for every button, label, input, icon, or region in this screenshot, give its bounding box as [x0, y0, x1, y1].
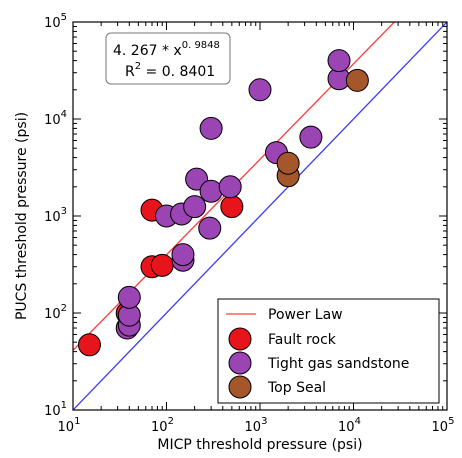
- equation-box: [105, 32, 231, 85]
- equation-text: 4. 267 * x0. 9848: [113, 40, 220, 59]
- x-tick-label-3: 104: [338, 416, 361, 435]
- tight-gas-sandstone-point-18: [327, 49, 351, 73]
- fault-rock-point-5: [220, 195, 244, 219]
- legend-fault-rock-label: Fault rock: [268, 332, 337, 348]
- y-tick-label-4: 105: [44, 12, 67, 31]
- y-tick-labels: 101 102 103 104 105: [44, 12, 67, 419]
- power-law-line: [73, 22, 396, 351]
- legend-top-seal-marker: [228, 375, 252, 399]
- equation-main: 4. 267 * x: [113, 43, 182, 59]
- equation-exponent: 0. 9848: [182, 40, 220, 51]
- y-axis-label: PUCS threshold pressure (psi): [14, 112, 30, 320]
- legend: Power Law Fault rock Tight gas sandstone…: [217, 298, 440, 404]
- plot-frame: [72, 21, 448, 411]
- r2-value: = 0. 8401: [141, 64, 215, 80]
- ticks-layer: [73, 22, 447, 410]
- legend-power-law-label: Power Law: [268, 307, 343, 323]
- y-tick-label-0: 101: [44, 400, 67, 419]
- tight-gas-sandstone-point-11: [199, 179, 223, 203]
- tight-gas-sandstone-point-10: [198, 216, 222, 240]
- tight-gas-sandstone-point-7: [171, 243, 195, 267]
- tight-gas-sandstone-point-8: [183, 195, 207, 219]
- top-seal-point-1: [276, 151, 300, 175]
- legend-tight-gas-sandstone-label: Tight gas sandstone: [267, 356, 409, 372]
- tight-gas-sandstone-point-16: [299, 125, 323, 149]
- r2-text: R2 = 0. 8401: [125, 61, 215, 80]
- legend-tight-gas-sandstone-marker: [228, 351, 252, 375]
- points-layer: [77, 49, 369, 357]
- fault-rock-point-3: [150, 253, 174, 277]
- legend-top-seal-label: Top Seal: [267, 380, 326, 396]
- x-tick-label-2: 103: [245, 416, 268, 435]
- y-tick-label-2: 103: [44, 206, 67, 225]
- tight-gas-sandstone-point-12: [199, 116, 223, 140]
- fault-rock-point-0: [77, 333, 101, 357]
- tight-gas-sandstone-point-14: [248, 78, 272, 102]
- y-tick-label-3: 104: [44, 109, 67, 128]
- x-tick-label-4: 105: [432, 416, 455, 435]
- legend-fault-rock-marker: [228, 327, 252, 351]
- r2-superscript: 2: [135, 61, 141, 72]
- x-tick-label-0: 101: [58, 416, 81, 435]
- tight-gas-sandstone-point-13: [218, 175, 242, 199]
- equation-annotation: 4. 267 * x0. 9848 R2 = 0. 8401: [105, 32, 231, 85]
- x-tick-label-1: 102: [151, 416, 174, 435]
- y-tick-label-1: 102: [44, 303, 67, 322]
- x-axis-label: MICP threshold pressure (psi): [157, 437, 362, 453]
- tight-gas-sandstone-point-3: [117, 285, 141, 309]
- legend-box: [217, 298, 440, 404]
- r2-label: R: [125, 64, 135, 80]
- one-to-one-line: [73, 22, 447, 410]
- top-seal-point-2: [345, 68, 369, 92]
- x-tick-labels: 101 102 103 104 105: [58, 416, 455, 435]
